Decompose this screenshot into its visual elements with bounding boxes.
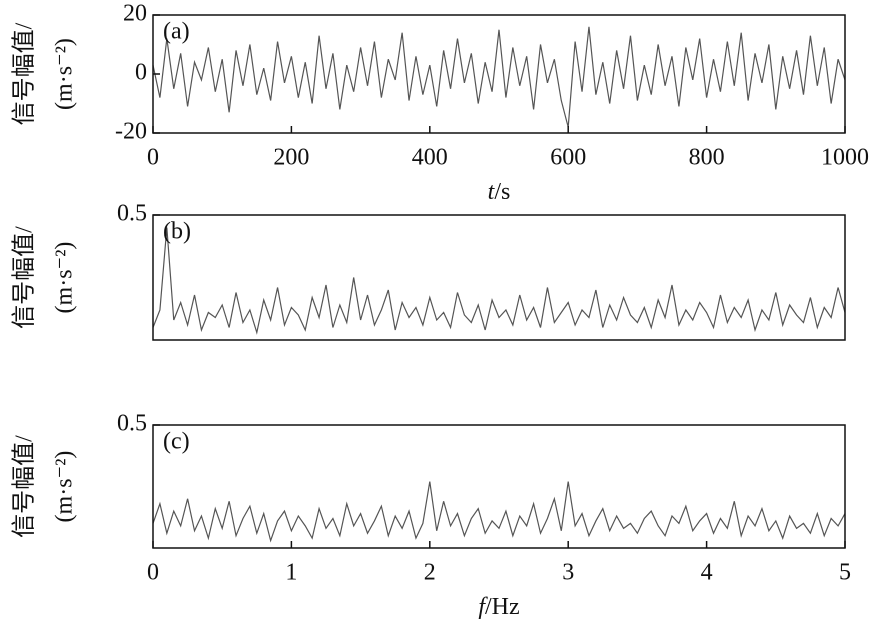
panel-label: (b) bbox=[163, 219, 191, 245]
y-axis-label: 信号幅值/ bbox=[11, 435, 38, 538]
x-tick-label: 1000 bbox=[821, 145, 869, 171]
x-tick-label: 1 bbox=[285, 560, 297, 586]
x-tick-label: 800 bbox=[689, 145, 725, 171]
y-axis-label: 信号幅值/ bbox=[11, 226, 38, 329]
signal-line bbox=[152, 481, 846, 543]
x-tick-label: 600 bbox=[550, 145, 586, 171]
x-axis-label-part: /s bbox=[494, 179, 510, 205]
x-tick-label: 2 bbox=[424, 560, 436, 586]
y-axis-label: 信号幅值/ bbox=[11, 22, 38, 125]
x-tick-label: 0 bbox=[147, 560, 159, 586]
panel-label: (c) bbox=[163, 429, 190, 455]
x-tick-label: 400 bbox=[412, 145, 448, 171]
y-tick-label: -20 bbox=[115, 119, 147, 145]
y-axis-label: (m·s⁻²) bbox=[52, 242, 78, 314]
plot-frame bbox=[152, 424, 846, 549]
plot-frame bbox=[152, 214, 846, 341]
x-tick-label: 3 bbox=[562, 560, 574, 586]
x-tick-label: 200 bbox=[273, 145, 309, 171]
y-axis-label: (m·s⁻²) bbox=[52, 38, 78, 110]
y-tick-label: 0 bbox=[135, 60, 147, 86]
panel-label: (a) bbox=[163, 19, 190, 45]
y-tick-label: 0.5 bbox=[117, 201, 147, 227]
x-axis-label-part: t bbox=[488, 179, 496, 205]
y-tick-label: 20 bbox=[123, 1, 147, 27]
signal-line bbox=[152, 26, 846, 128]
x-axis-label: f/Hz bbox=[478, 594, 519, 620]
x-tick-label: 4 bbox=[701, 560, 713, 586]
x-tick-label: 0 bbox=[147, 145, 159, 171]
y-tick-label: 0.5 bbox=[117, 411, 147, 437]
y-axis-label: (m·s⁻²) bbox=[52, 451, 78, 523]
x-axis-label: t/s bbox=[488, 179, 511, 205]
x-axis-label-part: f bbox=[478, 594, 488, 620]
signal-line bbox=[152, 227, 846, 335]
x-axis-label-part: /Hz bbox=[485, 594, 520, 620]
x-tick-label: 5 bbox=[839, 560, 851, 586]
